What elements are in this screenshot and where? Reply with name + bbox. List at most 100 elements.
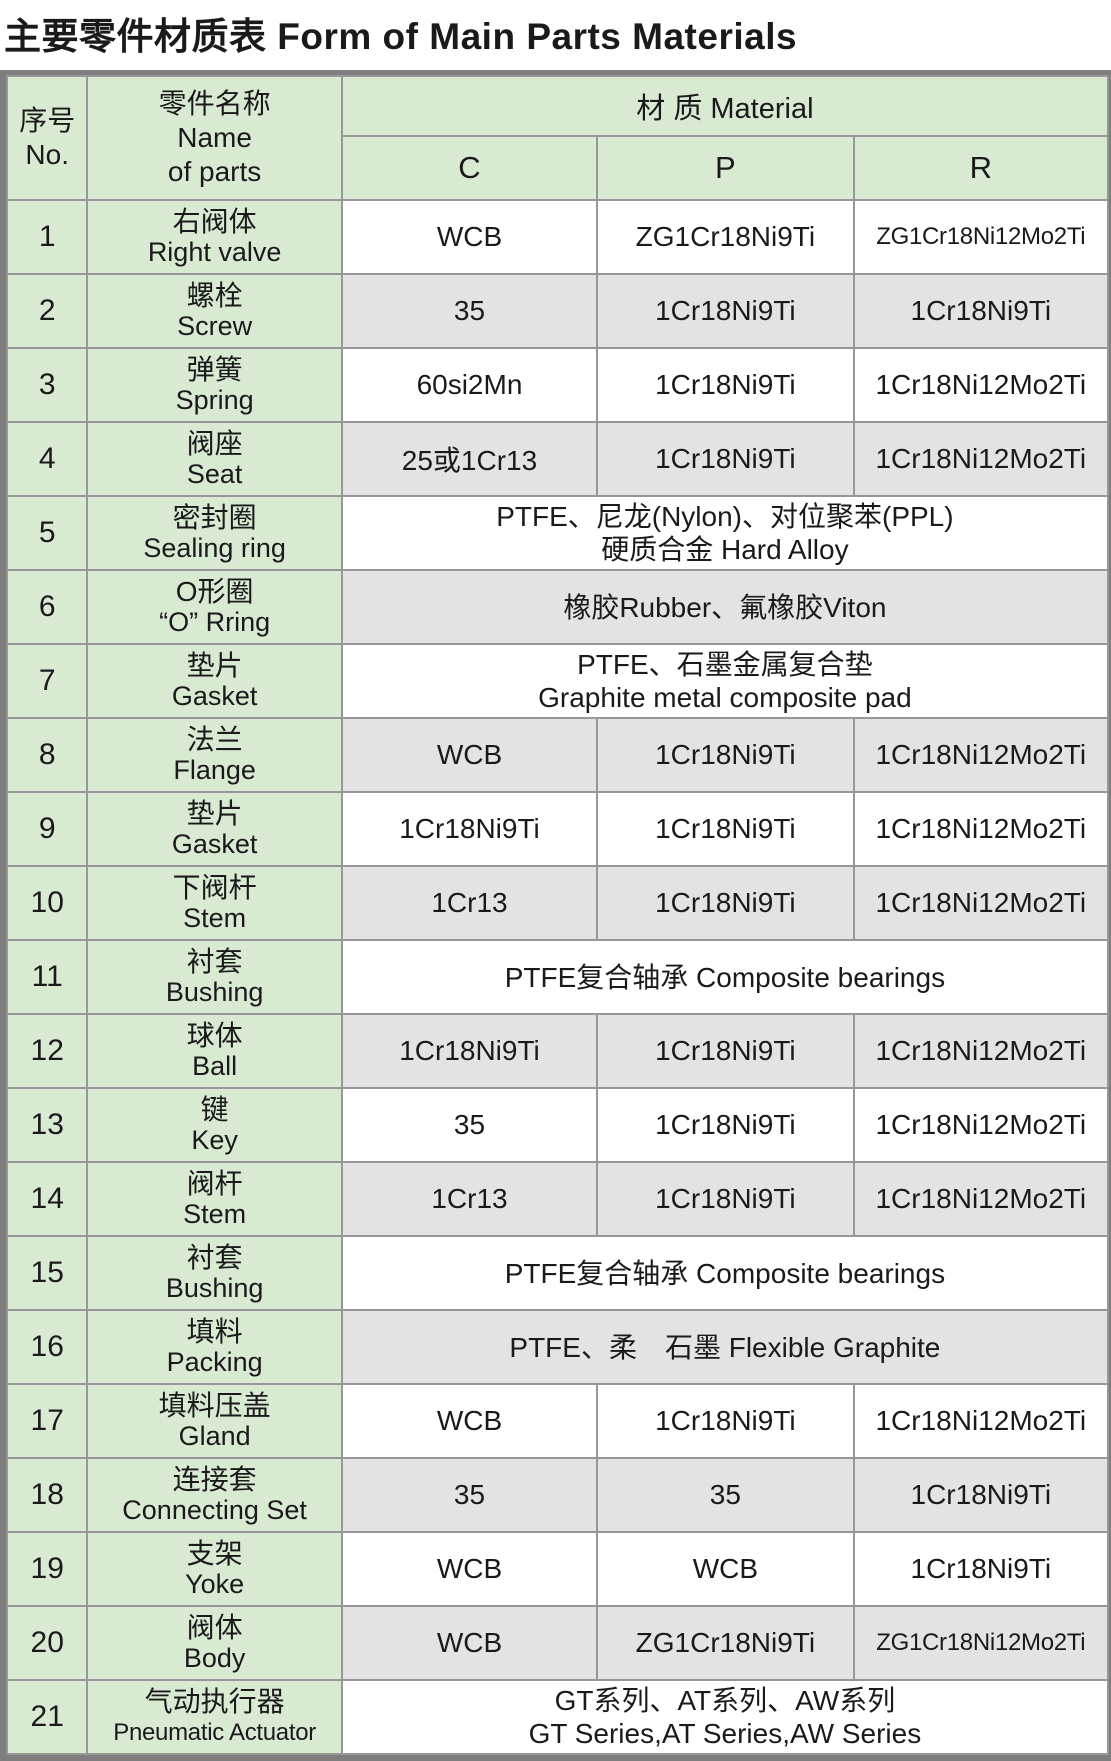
part-name-zh: 填料压盖 bbox=[158, 1390, 271, 1421]
cell-part-name: 填料 Packing bbox=[86, 1309, 343, 1385]
cell-no: 7 bbox=[5, 643, 89, 719]
part-name-zh: 阀座 bbox=[186, 428, 243, 459]
part-name-en: Gland bbox=[178, 1421, 251, 1451]
col-header-no-en: No. bbox=[25, 139, 69, 170]
cell-no: 19 bbox=[5, 1531, 89, 1607]
cell-material-c: 35 bbox=[340, 273, 599, 349]
cell-material-p: 1Cr18Ni9Ti bbox=[596, 1161, 855, 1237]
part-name-en: Bushing bbox=[165, 977, 264, 1007]
cell-material-r: 1Cr18Ni12Mo2Ti bbox=[852, 865, 1110, 941]
cell-material-r: 1Cr18Ni12Mo2Ti bbox=[852, 1013, 1110, 1089]
part-name-zh: 键 bbox=[200, 1094, 229, 1125]
col-header-name-zh: 零件名称 bbox=[158, 88, 271, 119]
cell-no: 11 bbox=[5, 939, 89, 1015]
part-name-en: Right valve bbox=[147, 237, 282, 267]
table-row: 1 右阀体 Right valve WCB ZG1Cr18Ni9Ti ZG1Cr18Ni1… bbox=[5, 199, 1110, 275]
cell-material-p: 1Cr18Ni9Ti bbox=[596, 865, 855, 941]
cell-material-r: 1Cr18Ni12Mo2Ti bbox=[852, 791, 1110, 867]
cell-part-name: 法兰 Flange bbox=[86, 717, 343, 793]
part-name-en: Body bbox=[183, 1643, 246, 1673]
table-row: 3 弹簧 Spring 60si2Mn 1Cr18Ni9Ti 1Cr18Ni12Mo2Ti bbox=[5, 347, 1110, 423]
cell-material-p: 1Cr18Ni9Ti bbox=[596, 1383, 855, 1459]
header-row-top: 序号 No. 零件名称 Name of parts 材 质 Material bbox=[5, 75, 1110, 201]
cell-no: 3 bbox=[5, 347, 89, 423]
cell-part-name: O形圈 “O” Rring bbox=[86, 569, 343, 645]
table-row: 14 阀杆 Stem 1Cr13 1Cr18Ni9Ti 1Cr18Ni12Mo2Ti bbox=[5, 1161, 1110, 1237]
cell-part-name: 右阀体 Right valve bbox=[86, 199, 343, 275]
cell-no: 5 bbox=[5, 495, 89, 571]
cell-part-name: 连接套 Connecting Set bbox=[86, 1457, 343, 1533]
part-name-en: Spring bbox=[175, 385, 254, 415]
cell-material-combined: PTFE复合轴承 Composite bearings bbox=[340, 1235, 1110, 1311]
cell-no: 18 bbox=[5, 1457, 89, 1533]
cell-no: 10 bbox=[5, 865, 89, 941]
table-row: 10 下阀杆 Stem 1Cr13 1Cr18Ni9Ti 1Cr18Ni12Mo2Ti bbox=[5, 865, 1110, 941]
cell-no: 8 bbox=[5, 717, 89, 793]
material-line: 硬质合金 Hard Alloy bbox=[601, 534, 849, 565]
cell-no: 16 bbox=[5, 1309, 89, 1385]
part-name-en: Connecting Set bbox=[122, 1495, 307, 1525]
part-name-zh: 下阀杆 bbox=[172, 872, 257, 903]
cell-no: 14 bbox=[5, 1161, 89, 1237]
cell-no: 21 bbox=[5, 1679, 89, 1755]
part-name-en: Screw bbox=[177, 311, 253, 341]
part-name-en: Ball bbox=[192, 1051, 238, 1081]
cell-material-p: 1Cr18Ni9Ti bbox=[596, 717, 855, 793]
part-name-zh: 填料 bbox=[186, 1316, 243, 1347]
cell-no: 15 bbox=[5, 1235, 89, 1311]
cell-part-name: 衬套 Bushing bbox=[86, 939, 343, 1015]
col-header-material: 材 质 Material bbox=[340, 75, 1110, 137]
part-name-zh: 法兰 bbox=[186, 724, 243, 755]
cell-material-r: 1Cr18Ni12Mo2Ti bbox=[852, 1087, 1110, 1163]
cell-part-name: 弹簧 Spring bbox=[86, 347, 343, 423]
table-row: 21 气动执行器 Pneumatic Actuator GT系列、AT系列、AW系列 G… bbox=[5, 1679, 1110, 1755]
part-name-en: Seat bbox=[186, 459, 243, 489]
part-name-en: Bushing bbox=[165, 1273, 264, 1303]
material-line: PTFE、尼龙(Nylon)、对位聚苯(PPL) bbox=[496, 501, 954, 532]
part-name-en: Gasket bbox=[171, 681, 258, 711]
part-name-zh: 衬套 bbox=[186, 1242, 243, 1273]
cell-no: 17 bbox=[5, 1383, 89, 1459]
material-line: Graphite metal composite pad bbox=[538, 682, 912, 713]
cell-part-name: 球体 Ball bbox=[86, 1013, 343, 1089]
part-name-en: Key bbox=[191, 1125, 238, 1155]
cell-material-combined: PTFE、柔 石墨 Flexible Graphite bbox=[340, 1309, 1110, 1385]
cell-material-c: WCB bbox=[340, 1383, 599, 1459]
table-row: 2 螺栓 Screw 35 1Cr18Ni9Ti 1Cr18Ni9Ti bbox=[5, 273, 1110, 349]
cell-material-c: 1Cr13 bbox=[340, 865, 599, 941]
col-header-variant-p: P bbox=[596, 135, 855, 201]
cell-material-combined: PTFE复合轴承 Composite bearings bbox=[340, 939, 1110, 1015]
col-header-no: 序号 No. bbox=[5, 75, 89, 201]
cell-part-name: 阀杆 Stem bbox=[86, 1161, 343, 1237]
cell-material-p: 1Cr18Ni9Ti bbox=[596, 1013, 855, 1089]
cell-material-p: 1Cr18Ni9Ti bbox=[596, 347, 855, 423]
header-row-variants: C P R bbox=[7, 135, 1110, 201]
cell-material-c: 1Cr18Ni9Ti bbox=[340, 791, 599, 867]
col-header-variant-c: C bbox=[340, 135, 599, 201]
material-line: 橡胶Rubber、氟橡胶Viton bbox=[563, 591, 887, 623]
material-line: GT Series,AT Series,AW Series bbox=[528, 1718, 922, 1749]
col-header-variant-r: R bbox=[852, 135, 1110, 201]
cell-material-c: 35 bbox=[340, 1457, 599, 1533]
cell-no: 12 bbox=[5, 1013, 89, 1089]
part-name-en: Yoke bbox=[185, 1569, 245, 1599]
cell-part-name: 密封圈 Sealing ring bbox=[86, 495, 343, 571]
cell-material-r: 1Cr18Ni12Mo2Ti bbox=[852, 1383, 1110, 1459]
part-name-zh: 弹簧 bbox=[186, 354, 243, 385]
page-title: 主要零件材质表 Form of Main Parts Materials bbox=[4, 16, 798, 57]
part-name-zh: 垫片 bbox=[186, 650, 243, 681]
cell-part-name: 垫片 Gasket bbox=[86, 643, 343, 719]
part-name-en: Gasket bbox=[171, 829, 258, 859]
part-name-zh: 球体 bbox=[186, 1020, 243, 1051]
cell-material-p: WCB bbox=[596, 1531, 855, 1607]
table-row: 13 键 Key 35 1Cr18Ni9Ti 1Cr18Ni12Mo2Ti bbox=[5, 1087, 1110, 1163]
table-row: 7 垫片 Gasket PTFE、石墨金属复合垫 Graphite metal comp… bbox=[5, 643, 1110, 719]
cell-part-name: 阀体 Body bbox=[86, 1605, 343, 1681]
table-header: 序号 No. 零件名称 Name of parts 材 质 Material C… bbox=[5, 75, 1110, 201]
part-name-zh: 衬套 bbox=[186, 946, 243, 977]
cell-part-name: 填料压盖 Gland bbox=[86, 1383, 343, 1459]
cell-no: 1 bbox=[5, 199, 89, 275]
cell-material-c: 1Cr18Ni9Ti bbox=[340, 1013, 599, 1089]
cell-material-r: ZG1Cr18Ni12Mo2Ti bbox=[852, 199, 1110, 275]
cell-material-c: WCB bbox=[340, 717, 599, 793]
